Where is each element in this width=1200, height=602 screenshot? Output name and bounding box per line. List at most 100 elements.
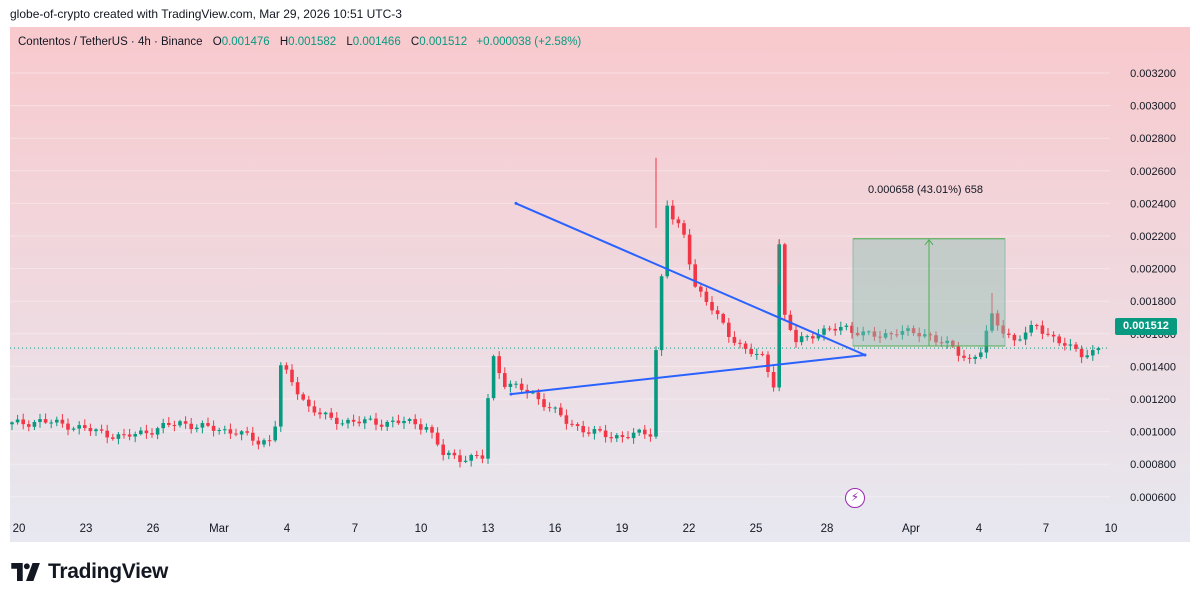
candle-body	[379, 424, 384, 427]
candle-body	[323, 412, 328, 415]
candle-body	[189, 423, 193, 430]
candle-body	[491, 356, 496, 399]
brand-name: TradingView	[48, 560, 169, 583]
candle-body	[962, 355, 966, 358]
candle-body	[923, 334, 927, 337]
candle-body	[228, 429, 233, 434]
y-tick-label: 0.001000	[1130, 427, 1176, 439]
candle-body	[458, 455, 462, 462]
candle-body	[284, 365, 289, 370]
symbol-legend: Contentos / TetherUS · 4h · Binance O 0.0…	[18, 36, 581, 48]
candle-body	[503, 373, 507, 387]
candle-body	[956, 346, 961, 356]
drawings[interactable]	[509, 201, 1006, 396]
candle-body	[693, 264, 697, 287]
upper-trendline[interactable]	[515, 202, 866, 356]
time-axis[interactable]: 20 23 26 Mar 4 7 10 13 16 19 22 25 28 Apr 4 7 10	[13, 523, 1118, 535]
x-tick-label: 10	[1105, 523, 1118, 535]
candle-body	[251, 432, 255, 441]
candle-body	[1085, 355, 1089, 358]
candle-body	[900, 330, 905, 335]
x-tick-label: Apr	[902, 523, 920, 535]
candle-body	[732, 336, 737, 343]
trendline-anchor	[514, 201, 518, 205]
candle-body	[743, 343, 748, 349]
candle-body	[71, 428, 76, 430]
candle-body	[335, 417, 339, 424]
candle-body	[850, 325, 854, 333]
candle-body	[783, 244, 787, 315]
candle-body	[710, 301, 714, 311]
candle-body	[895, 334, 899, 336]
candle-body	[396, 420, 401, 424]
candle-body	[559, 407, 563, 416]
candle-body	[682, 223, 686, 235]
candle-body	[1001, 325, 1005, 334]
candle-body	[1091, 350, 1095, 356]
candle-body	[659, 276, 664, 351]
candle-body	[55, 419, 59, 423]
candle-body	[262, 440, 266, 445]
high-label: H	[279, 36, 289, 48]
price-axis[interactable]: 0.003200 0.003000 0.002800 0.002600 0.002400…	[1130, 68, 1176, 504]
symbol-name[interactable]: Contentos / TetherUS · 4h · Binance	[18, 36, 203, 48]
candle-body	[413, 419, 417, 425]
candle-body	[133, 434, 137, 437]
candle-body	[508, 383, 513, 387]
candle-body	[945, 340, 949, 344]
low-label: L	[346, 36, 353, 48]
candle-body	[430, 427, 434, 433]
lower-trendline[interactable]	[510, 353, 866, 396]
candle-body	[626, 436, 630, 439]
candle-body	[878, 336, 882, 338]
candle-body	[1018, 339, 1022, 341]
chart-area[interactable]: 0.003200 0.003000 0.002800 0.002600 0.002400…	[10, 27, 1190, 542]
candle-body	[514, 383, 518, 385]
candle-body	[951, 340, 955, 347]
candle-body	[195, 427, 199, 430]
candle-body	[435, 432, 440, 445]
candle-body	[967, 357, 972, 359]
lightning-icon[interactable]: ⚡	[845, 488, 865, 508]
candle-body	[805, 336, 809, 338]
candle-body	[844, 325, 849, 327]
candle-body	[256, 440, 261, 445]
candle-body	[83, 425, 87, 429]
x-tick-label: 23	[80, 523, 93, 535]
candle-body	[1040, 325, 1045, 334]
candle-body	[407, 419, 412, 421]
candle-body	[883, 333, 888, 338]
tradingview-brand[interactable]: TradingView	[11, 560, 168, 584]
candle-body	[122, 434, 126, 436]
candle-body	[43, 419, 48, 423]
candle-body	[1051, 334, 1056, 337]
candle-body	[234, 433, 238, 435]
candle-body	[676, 219, 681, 224]
candle-body	[1035, 325, 1039, 327]
candle-body	[27, 424, 31, 427]
price-chart[interactable]: 0.003200 0.003000 0.002800 0.002600 0.002400…	[10, 27, 1190, 542]
candle-body	[301, 394, 305, 400]
candle-body	[15, 419, 20, 423]
candle-body	[178, 421, 182, 426]
candle-body	[424, 427, 429, 430]
x-tick-label: 25	[750, 523, 763, 535]
candle-body	[620, 435, 625, 437]
candle-body	[934, 335, 938, 343]
candle-body	[295, 382, 300, 395]
x-tick-label: 28	[821, 523, 834, 535]
candle-body	[861, 331, 865, 336]
candle-body	[547, 407, 552, 409]
x-tick-label: 19	[616, 523, 629, 535]
candle-body	[469, 455, 473, 461]
candle-body	[939, 342, 944, 344]
close-value: 0.001512	[419, 36, 468, 48]
candle-body	[351, 419, 356, 422]
candle-body	[49, 422, 53, 424]
candle-body	[486, 398, 490, 459]
candle-body	[867, 331, 871, 333]
candle-body	[984, 330, 989, 353]
candle-body	[519, 383, 524, 390]
candle-body	[60, 419, 65, 424]
open-label: O	[212, 36, 222, 48]
